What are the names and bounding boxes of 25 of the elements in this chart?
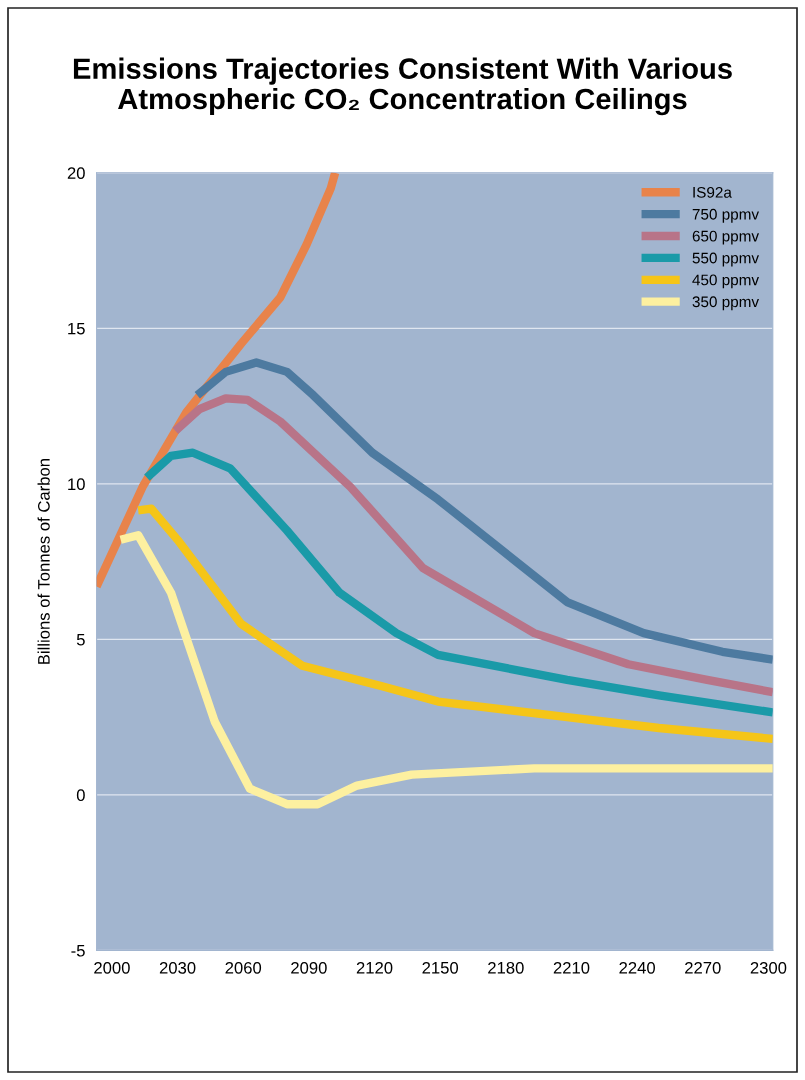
y-axis-title: Billions of Tonnes of Carbon bbox=[37, 459, 50, 664]
y-tick-label: -5 bbox=[71, 944, 85, 957]
chart-title: Emissions Trajectories Consistent With Various Atmospheric CO₂ Concentration Ceilings bbox=[73, 57, 732, 116]
legend-label: 750 ppmv bbox=[692, 208, 759, 223]
y-tick-label: 15 bbox=[68, 322, 85, 335]
legend-label: 350 ppmv bbox=[692, 296, 759, 311]
x-tick-label: 2000 bbox=[94, 961, 130, 974]
legend-label: IS92a bbox=[693, 186, 732, 198]
x-tick-label: 2180 bbox=[488, 961, 524, 974]
y-tick-label: 20 bbox=[67, 167, 85, 179]
x-tick-label: 2270 bbox=[685, 961, 721, 974]
y-tick-label: 5 bbox=[76, 633, 85, 646]
x-tick-label: 2210 bbox=[553, 961, 590, 974]
legend-label: 450 ppmv bbox=[692, 274, 759, 289]
x-tick-label: 2300 bbox=[750, 961, 787, 974]
legend-label: 650 ppmv bbox=[692, 230, 759, 245]
x-tick-label: 2060 bbox=[225, 961, 262, 974]
x-tick-label: 2090 bbox=[291, 961, 327, 974]
legend-label: 550 ppmv bbox=[692, 252, 759, 267]
x-tick-label: 2240 bbox=[619, 961, 656, 974]
x-tick-label: 2120 bbox=[356, 961, 393, 974]
y-tick-label: 10 bbox=[68, 478, 85, 491]
x-tick-label: 2030 bbox=[159, 961, 196, 974]
x-tick-label: 2150 bbox=[422, 961, 459, 974]
y-tick-label: 0 bbox=[76, 789, 85, 802]
